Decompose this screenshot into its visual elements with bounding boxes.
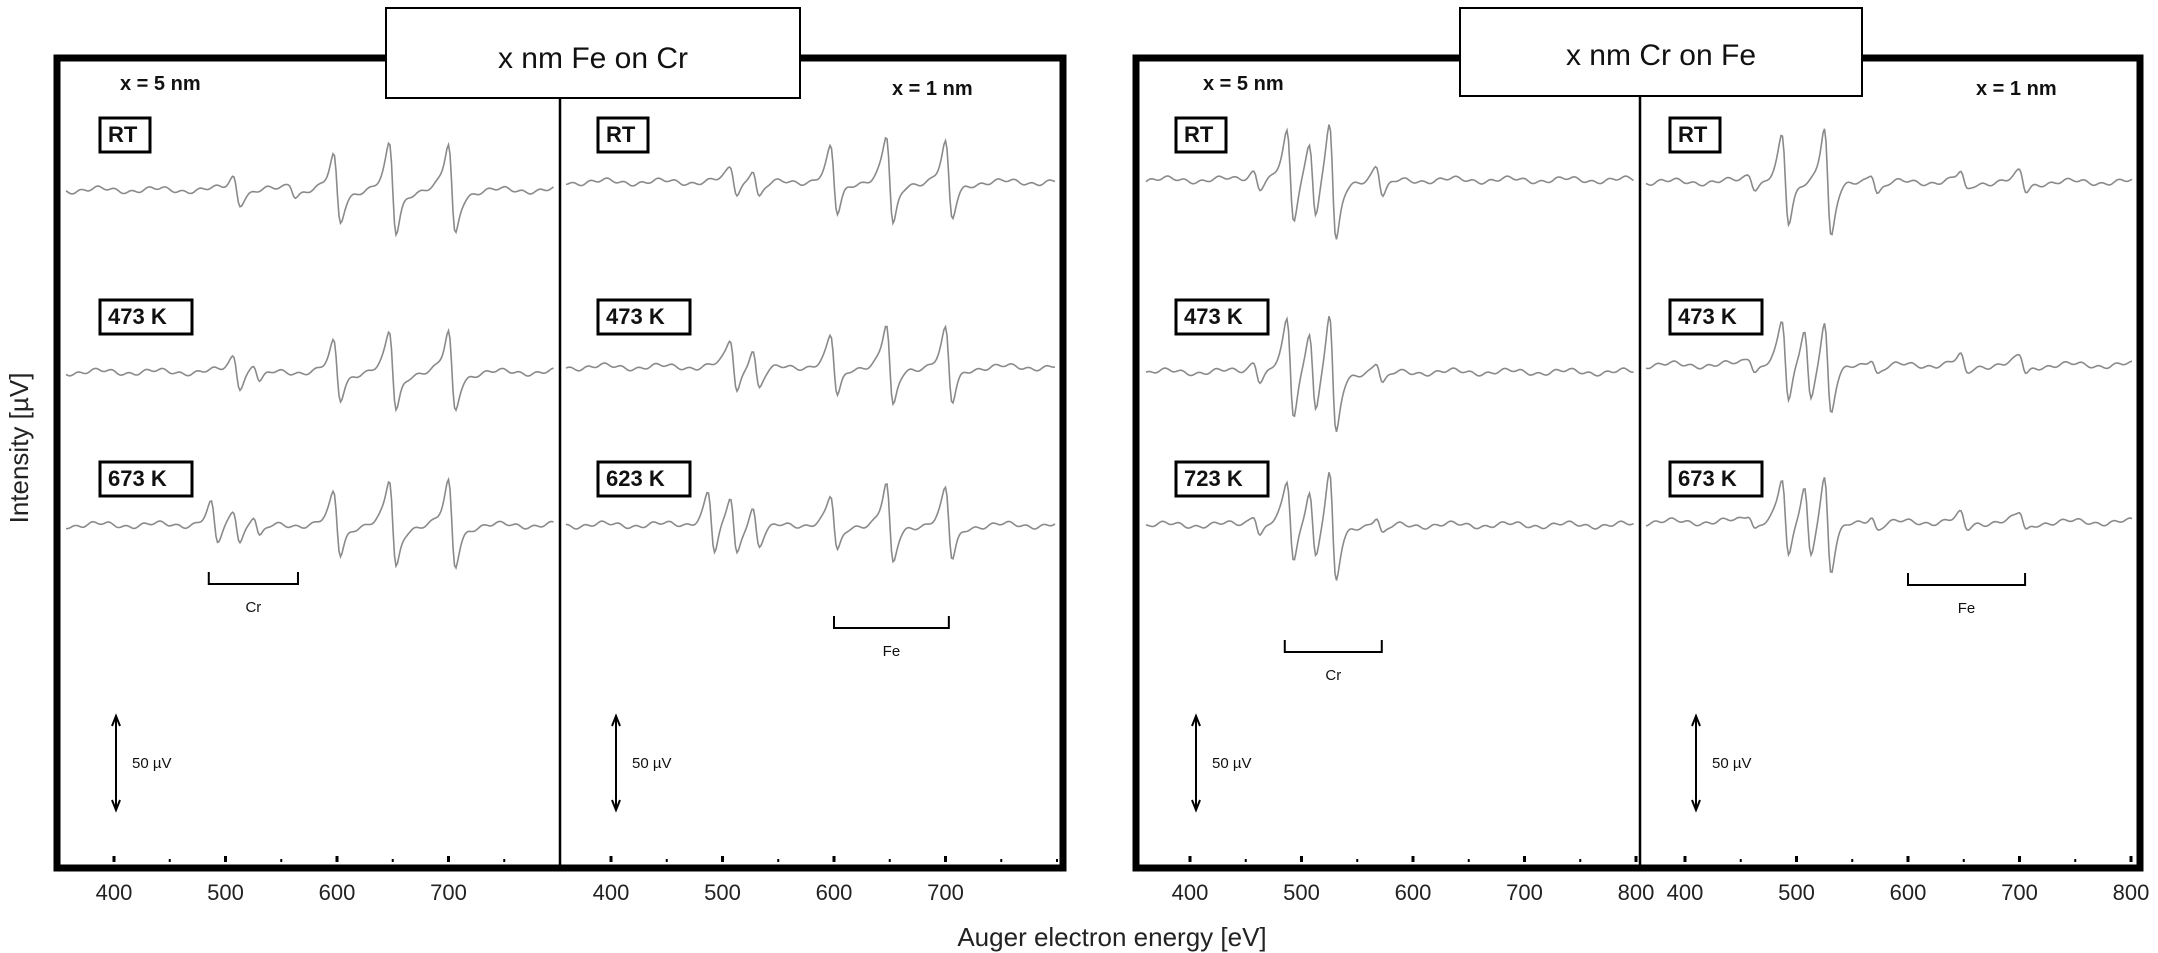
- temperature-label-text: 723 K: [1184, 466, 1243, 491]
- element-bracket-label: Cr: [1325, 667, 1341, 684]
- x-tick-label: 700: [1506, 880, 1543, 905]
- spectrum-line: [1145, 124, 1634, 240]
- right-group-frame: [1132, 54, 2144, 872]
- spectrum-line: [565, 324, 1056, 407]
- temperature-label: 673 K: [1668, 460, 1764, 498]
- spectrum-line: [1145, 472, 1634, 581]
- temperature-label-box: [596, 116, 650, 154]
- element-bracket-label: Fe: [883, 643, 901, 660]
- temperature-label: RT: [1668, 116, 1722, 154]
- temperature-label: 473 K: [596, 298, 692, 336]
- spectra: [65, 124, 2133, 581]
- x-tick-label: 800: [2113, 880, 2150, 905]
- temperature-label-text: 473 K: [1184, 304, 1243, 329]
- x-tick-label: 600: [1395, 880, 1432, 905]
- spectrum-line: [566, 482, 1056, 564]
- temperature-label-box: [98, 460, 194, 498]
- scale-bar-label: 50 µV: [1712, 755, 1752, 772]
- spectrum-line: [1645, 477, 2133, 574]
- x-tick-label: 400: [1667, 880, 1704, 905]
- x-tick-label: 600: [816, 880, 853, 905]
- temperature-label: 723 K: [1174, 460, 1270, 498]
- y-axis-label: Intensity [µV]: [4, 373, 34, 524]
- x-tick-label: 600: [319, 880, 356, 905]
- right-group-title: x nm Cr on Fe: [1566, 39, 1756, 72]
- temperature-label-box: [596, 460, 692, 498]
- temperature-label-box: [596, 298, 692, 336]
- x-tick-label: 500: [704, 880, 741, 905]
- scale-bar-label: 50 µV: [632, 755, 672, 772]
- scale-bar: 50 µV: [611, 713, 672, 813]
- left-group-title: x nm Fe on Cr: [498, 42, 688, 75]
- left-title-box: [385, 7, 801, 99]
- temperature-label-text: 473 K: [1678, 304, 1737, 329]
- spectrum-line: [65, 476, 554, 570]
- spectrum-line: [565, 136, 1056, 226]
- element-bracket: Cr: [207, 572, 299, 616]
- annotations: RT 473 K 673 K Cr 50 µV RT 473 K 623 K Fe 50 µV RT…: [98, 116, 2027, 813]
- temperature-label-box: [1174, 298, 1270, 336]
- x-tick-label: 500: [1778, 880, 1815, 905]
- spectrum-line: [65, 141, 554, 238]
- temperature-label-box: [98, 116, 152, 154]
- element-bracket: Fe: [1907, 573, 2027, 617]
- x-tick-label: 500: [207, 880, 244, 905]
- panel-2-label: x = 1 nm: [892, 78, 973, 100]
- temperature-label-text: RT: [1678, 122, 1708, 147]
- temperature-label-box: [1668, 116, 1722, 154]
- temperature-label-box: [1668, 460, 1764, 498]
- x-axis-ticks: 400 500 600 700 400 500 600 700 400 500 600 700 800 4…: [96, 856, 2150, 905]
- temperature-label-text: RT: [606, 122, 636, 147]
- element-bracket: Cr: [1283, 640, 1383, 684]
- x-tick-label: 700: [430, 880, 467, 905]
- spectrum-line: [1645, 321, 2133, 414]
- temperature-label: RT: [98, 116, 152, 154]
- scale-bar-label: 50 µV: [1212, 755, 1252, 772]
- temperature-label-text: 473 K: [108, 304, 167, 329]
- x-tick-label: 800: [1618, 880, 1655, 905]
- element-bracket: Fe: [833, 616, 950, 660]
- spectrum-line: [1645, 128, 2133, 236]
- x-tick-label: 400: [1172, 880, 1209, 905]
- x-tick-label: 700: [2001, 880, 2038, 905]
- temperature-label: 473 K: [98, 298, 194, 336]
- temperature-label: 623 K: [596, 460, 692, 498]
- x-tick-label: 600: [1890, 880, 1927, 905]
- panel-3-label: x = 5 nm: [1203, 73, 1284, 95]
- panel-4-label: x = 1 nm: [1976, 78, 2057, 100]
- temperature-label: 673 K: [98, 460, 194, 498]
- x-tick-label: 500: [1283, 880, 1320, 905]
- x-tick-label: 400: [593, 880, 630, 905]
- temperature-label: RT: [596, 116, 650, 154]
- spectrum-line: [1145, 315, 1634, 432]
- temperature-label-text: 473 K: [606, 304, 665, 329]
- temperature-label: RT: [1174, 116, 1228, 154]
- scale-bar-label: 50 µV: [132, 755, 172, 772]
- temperature-label: 473 K: [1668, 298, 1764, 336]
- x-tick-label: 700: [927, 880, 964, 905]
- spectrum-line: [65, 327, 554, 413]
- temperature-label: 473 K: [1174, 298, 1270, 336]
- scale-bar: 50 µV: [111, 713, 172, 813]
- element-bracket-label: Fe: [1958, 600, 1976, 617]
- element-bracket-label: Cr: [245, 599, 261, 616]
- temperature-label-box: [98, 298, 194, 336]
- temperature-label-text: 673 K: [108, 466, 167, 491]
- temperature-label-text: 673 K: [1678, 466, 1737, 491]
- temperature-label-box: [1174, 460, 1270, 498]
- scale-bar: 50 µV: [1691, 713, 1752, 813]
- scale-bar: 50 µV: [1191, 713, 1252, 813]
- temperature-label-text: RT: [108, 122, 138, 147]
- temperature-label-box: [1668, 298, 1764, 336]
- right-title-box: [1459, 7, 1863, 97]
- temperature-label-text: RT: [1184, 122, 1214, 147]
- x-tick-label: 400: [96, 880, 133, 905]
- panel-1-label: x = 5 nm: [120, 73, 201, 95]
- temperature-label-box: [1174, 116, 1228, 154]
- temperature-label-text: 623 K: [606, 466, 665, 491]
- x-axis-label: Auger electron energy [eV]: [957, 922, 1266, 952]
